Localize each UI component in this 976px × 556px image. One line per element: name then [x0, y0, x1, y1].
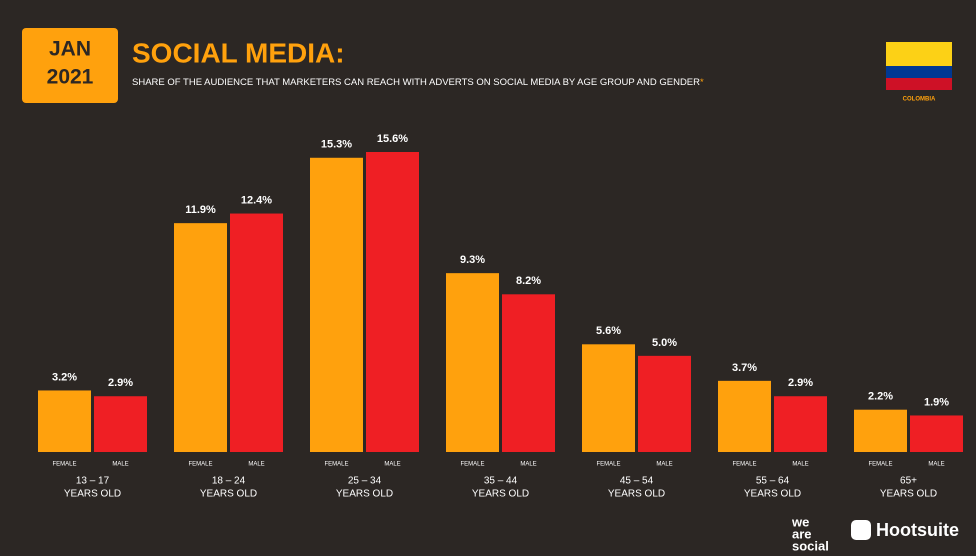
- category-label: 13 – 17: [76, 476, 110, 487]
- date-badge: [22, 28, 118, 103]
- series-label: MALE: [520, 462, 536, 468]
- value-label: 11.9%: [185, 204, 216, 216]
- category-label-line2: YEARS OLD: [608, 489, 665, 500]
- series-label: FEMALE: [868, 462, 892, 468]
- bar: [446, 273, 499, 452]
- bar: [94, 396, 147, 452]
- category-label: 35 – 44: [484, 476, 518, 487]
- bar: [582, 344, 635, 452]
- value-label: 2.9%: [788, 377, 813, 389]
- hootsuite-icon: [851, 520, 871, 540]
- category-label-line2: YEARS OLD: [472, 489, 529, 500]
- subtitle-mark: *: [700, 77, 704, 88]
- category-label: 55 – 64: [756, 476, 790, 487]
- series-label: FEMALE: [596, 462, 620, 468]
- value-label: 2.9%: [108, 377, 133, 389]
- category-label-line2: YEARS OLD: [744, 489, 801, 500]
- chart-title: SOCIAL MEDIA:: [132, 37, 345, 68]
- series-label: FEMALE: [324, 462, 348, 468]
- series-label: FEMALE: [188, 462, 212, 468]
- value-label: 2.2%: [868, 391, 893, 403]
- flag-blue: [886, 66, 952, 78]
- flag-yellow: [886, 42, 952, 66]
- category-label-line2: YEARS OLD: [880, 489, 937, 500]
- flag-red: [886, 78, 952, 90]
- bar: [910, 415, 963, 452]
- value-label: 15.6%: [377, 133, 408, 145]
- category-label-line2: YEARS OLD: [64, 489, 121, 500]
- category-label-line2: YEARS OLD: [336, 489, 393, 500]
- value-label: 3.2%: [52, 371, 77, 383]
- category-label: 25 – 34: [348, 476, 382, 487]
- subtitle-text: SHARE OF THE AUDIENCE THAT MARKETERS CAN…: [132, 77, 700, 88]
- value-label: 12.4%: [241, 194, 272, 206]
- badge-month: JAN: [49, 38, 91, 61]
- series-label: MALE: [656, 462, 672, 468]
- category-label-line2: YEARS OLD: [200, 489, 257, 500]
- country-label: COLOMBIA: [903, 97, 936, 103]
- bars: 3.2% FEMALE 2.9% MALE 13 – 17 YEARS OLD 11.9% F…: [38, 133, 963, 500]
- bar: [38, 390, 91, 452]
- value-label: 9.3%: [460, 254, 485, 266]
- category-label: 65+: [900, 476, 917, 487]
- series-label: FEMALE: [732, 462, 756, 468]
- bar: [174, 223, 227, 452]
- bar: [718, 380, 771, 452]
- bar: [230, 213, 283, 452]
- bar: [774, 396, 827, 452]
- brand-we: we: [791, 514, 809, 529]
- series-label: MALE: [248, 462, 264, 468]
- bar: [854, 409, 907, 452]
- value-label: 1.9%: [924, 396, 949, 408]
- series-label: FEMALE: [460, 462, 484, 468]
- brand-are: are: [792, 526, 812, 541]
- series-label: MALE: [112, 462, 128, 468]
- chart-subtitle: SHARE OF THE AUDIENCE THAT MARKETERS CAN…: [132, 77, 704, 88]
- category-label: 18 – 24: [212, 476, 246, 487]
- bar: [502, 294, 555, 452]
- brand-social: social: [792, 538, 829, 553]
- bar: [310, 157, 363, 452]
- bar: [366, 152, 419, 452]
- series-label: MALE: [384, 462, 400, 468]
- series-label: MALE: [792, 462, 808, 468]
- series-label: FEMALE: [52, 462, 76, 468]
- brand-hootsuite: Hootsuite: [876, 520, 959, 540]
- value-label: 3.7%: [732, 362, 757, 374]
- series-label: MALE: [928, 462, 944, 468]
- value-label: 5.0%: [652, 337, 677, 349]
- category-label: 45 – 54: [620, 476, 654, 487]
- badge-year: 2021: [47, 66, 94, 89]
- bar: [638, 355, 691, 452]
- value-label: 15.3%: [321, 139, 352, 151]
- value-label: 8.2%: [516, 275, 541, 287]
- value-label: 5.6%: [596, 325, 621, 337]
